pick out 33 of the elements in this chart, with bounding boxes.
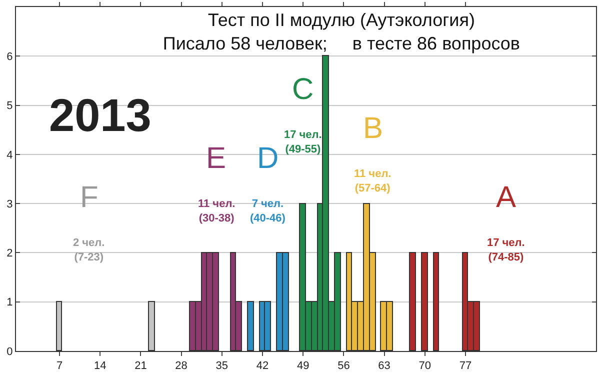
annotation: 11 чел. (57-64) [354, 168, 392, 194]
chart-title: Тест по II модулю (Аутэкология) [208, 10, 475, 30]
y-tick-label: 5 [6, 100, 13, 112]
x-tick-label: 70 [418, 360, 432, 372]
annotation: 17 чел. (74-85) [487, 237, 525, 264]
x-tick-label: 49 [296, 360, 310, 372]
x-tick-label: 56 [338, 360, 350, 372]
x-tick-label: 7 [56, 360, 63, 372]
x-tick-label: 63 [378, 360, 390, 372]
annotation: 17 чел. (49-55) [284, 129, 322, 156]
annotation: 2013 [49, 89, 152, 141]
y-tick-label: 4 [6, 149, 13, 162]
annotation: A [496, 181, 516, 214]
annotation: B [363, 112, 384, 145]
annotation: 11 чел. (30-38) [198, 198, 236, 224]
annotation: D [257, 142, 279, 175]
x-tick-label: 14 [94, 360, 106, 372]
y-tick-label: 2 [6, 248, 13, 260]
text: Писало 58 человек; в тесте 86 вопросов [162, 34, 520, 54]
x-tick-label: 28 [175, 360, 188, 372]
y-tick-label: 6 [6, 50, 13, 63]
annotation: E [206, 142, 226, 175]
x-tick-label: 35 [216, 360, 228, 372]
y-tick-label: 0 [6, 346, 13, 358]
annotation: F [80, 181, 98, 214]
annotation: 2 чел. (7-23) [73, 237, 105, 264]
x-tick-label: 42 [256, 360, 269, 372]
y-tick-label: 1 [6, 296, 13, 309]
x-tick-label: 77 [459, 360, 472, 372]
x-tick-label: 21 [134, 360, 147, 372]
annotation: 7 чел. (40-46) [250, 198, 286, 224]
y-tick-label: 3 [6, 198, 13, 210]
annotation: C [292, 73, 314, 106]
